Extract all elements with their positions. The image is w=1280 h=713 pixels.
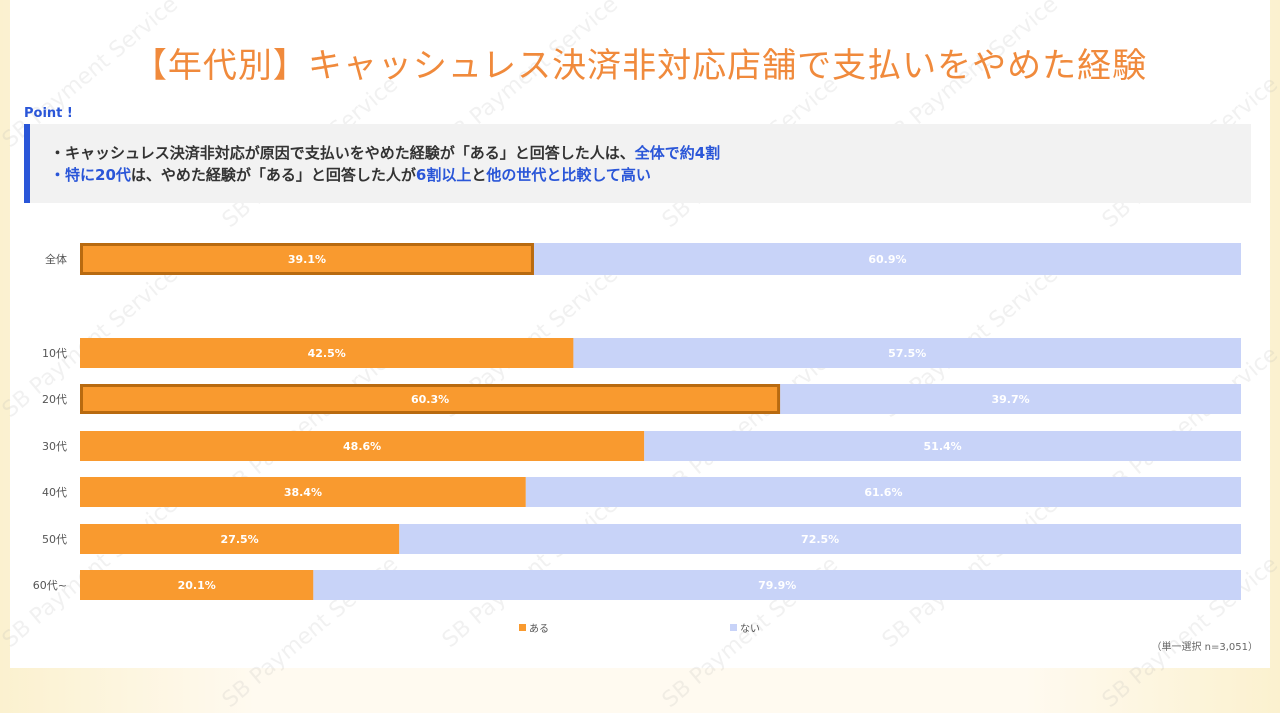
- point-line-1: ・キャッシュレス決済非対応が原因で支払いをやめた経験が「ある」と回答した人は、全…: [50, 142, 1251, 164]
- data-label: 61.6%: [864, 486, 902, 499]
- category-label: 20代: [42, 393, 67, 406]
- legend-label: ない: [740, 624, 760, 635]
- point-text: と: [471, 166, 487, 184]
- bar-nai: [780, 384, 1241, 414]
- data-label: 57.5%: [888, 347, 926, 360]
- bar-nai: [573, 338, 1241, 368]
- point-line-2: ・特に20代は、やめた経験が「ある」と回答した人が6割以上と他の世代と比較して高…: [50, 164, 1251, 186]
- data-label: 20.1%: [178, 579, 216, 592]
- bar-nai: [644, 431, 1241, 461]
- legend-swatch: [730, 624, 737, 631]
- bar-nai: [399, 524, 1241, 554]
- content-card: [10, 0, 1270, 668]
- data-label: 51.4%: [924, 440, 962, 453]
- point-highlight: 特に20代: [65, 166, 131, 184]
- stacked-bar-chart: 全体 39.1% 60.9% 10代 42.5% 57.5% 20代 60.3% 39.7% 30…: [33, 243, 1242, 600]
- bar-aru: [80, 431, 645, 461]
- point-highlight: 全体で約4割: [634, 144, 721, 162]
- data-label: 60.9%: [868, 253, 906, 266]
- point-highlight: 他の世代と比較して高い: [486, 166, 651, 184]
- bar-aru: [80, 477, 526, 507]
- point-text: ・キャッシュレス決済非対応が原因で支払いをやめた経験が「ある」と回答した人は、: [50, 144, 635, 162]
- point-label: Point !: [24, 106, 73, 121]
- legend-label: ある: [529, 624, 549, 635]
- data-label: 42.5%: [308, 347, 346, 360]
- bar-nai: [525, 477, 1241, 507]
- point-box: ・キャッシュレス決済非対応が原因で支払いをやめた経験が「ある」と回答した人は、全…: [24, 124, 1251, 203]
- point-highlight: 6割以上: [415, 166, 472, 184]
- point-text: は、やめた経験が「ある」と回答した人が: [130, 166, 416, 184]
- category-label: 60代~: [33, 579, 67, 592]
- category-label: 全体: [45, 252, 67, 266]
- legend-item-aru: ある: [519, 620, 549, 635]
- data-label: 79.9%: [758, 579, 796, 592]
- data-label: 39.7%: [991, 393, 1029, 406]
- bar-nai: [533, 243, 1241, 275]
- sample-note: （単一選択 n=3,051）: [1151, 642, 1258, 653]
- data-label: 72.5%: [801, 533, 839, 546]
- bar-aru: [80, 243, 534, 275]
- data-label: 48.6%: [343, 440, 381, 453]
- data-label: 27.5%: [221, 533, 259, 546]
- legend-swatch: [519, 624, 526, 631]
- bullet: ・: [50, 166, 66, 184]
- data-label: 60.3%: [411, 393, 449, 406]
- highlight-border: [80, 384, 781, 414]
- highlight-border: [80, 243, 534, 275]
- bar-aru: [80, 384, 781, 414]
- data-label: 38.4%: [284, 486, 322, 499]
- category-label: 10代: [42, 347, 67, 360]
- bar-aru: [80, 524, 400, 554]
- category-label: 40代: [42, 486, 67, 499]
- bar-aru: [80, 570, 314, 600]
- category-label: 30代: [42, 440, 67, 453]
- category-label: 50代: [42, 533, 67, 546]
- legend-item-nai: ない: [730, 620, 760, 635]
- page-title: 【年代別】キャッシュレス決済非対応店舗で支払いをやめた経験: [132, 46, 1148, 86]
- bar-nai: [313, 570, 1242, 600]
- data-label: 39.1%: [288, 253, 326, 266]
- bar-aru: [80, 338, 574, 368]
